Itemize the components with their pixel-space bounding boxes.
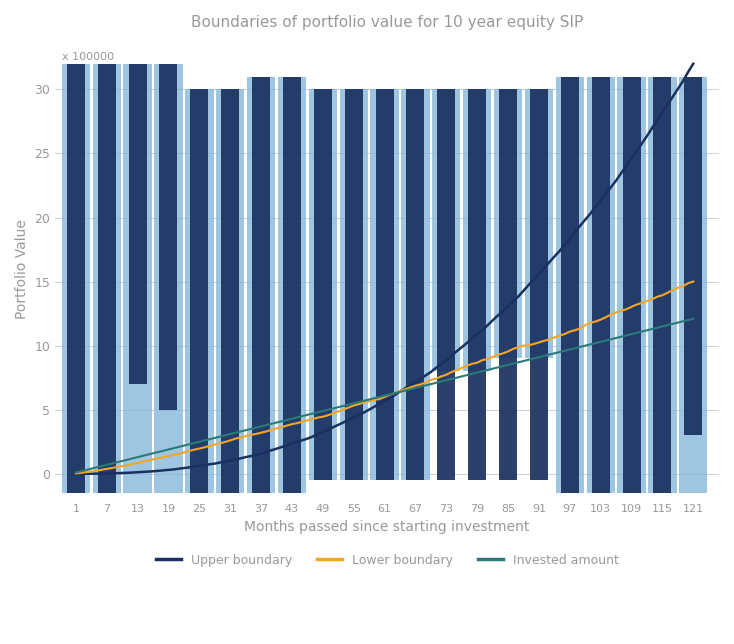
Bar xyxy=(648,77,677,493)
Bar xyxy=(371,90,399,480)
Bar xyxy=(252,77,270,493)
Bar xyxy=(314,90,332,480)
Bar xyxy=(340,90,368,480)
Bar xyxy=(653,77,672,493)
Legend: Upper boundary, Lower boundary, Invested amount: Upper boundary, Lower boundary, Invested… xyxy=(150,549,624,572)
Bar xyxy=(128,64,147,384)
Bar xyxy=(277,77,306,493)
Title: Boundaries of portfolio value for 10 year equity SIP: Boundaries of portfolio value for 10 yea… xyxy=(191,15,584,30)
Bar xyxy=(247,77,275,493)
Bar xyxy=(617,77,646,493)
Bar xyxy=(592,77,610,493)
X-axis label: Months passed since starting investment: Months passed since starting investment xyxy=(244,520,530,534)
Bar xyxy=(67,64,85,493)
Bar xyxy=(401,90,429,480)
Bar xyxy=(622,77,641,493)
Bar xyxy=(494,90,522,359)
Bar xyxy=(432,90,460,372)
Bar xyxy=(561,77,579,493)
Bar xyxy=(530,90,548,480)
Bar xyxy=(376,90,393,480)
Bar xyxy=(216,90,244,493)
Bar xyxy=(190,90,208,493)
Bar xyxy=(437,90,455,480)
Bar xyxy=(123,64,152,493)
Bar xyxy=(468,90,486,480)
Bar xyxy=(159,64,178,410)
Bar xyxy=(154,64,183,493)
Bar xyxy=(92,64,121,493)
Bar xyxy=(684,77,702,435)
Bar xyxy=(62,64,90,493)
Bar xyxy=(345,90,363,480)
Bar xyxy=(679,77,708,493)
Bar xyxy=(463,90,491,372)
Bar xyxy=(98,64,116,493)
Y-axis label: Portfolio Value: Portfolio Value xyxy=(15,219,29,319)
Bar xyxy=(283,77,301,493)
Text: x 100000: x 100000 xyxy=(62,52,114,62)
Bar xyxy=(185,90,214,493)
Bar xyxy=(407,90,424,480)
Bar xyxy=(309,90,337,480)
Bar xyxy=(525,90,553,359)
Bar xyxy=(499,90,517,480)
Bar xyxy=(556,77,584,493)
Bar xyxy=(221,90,239,493)
Bar xyxy=(586,77,615,493)
